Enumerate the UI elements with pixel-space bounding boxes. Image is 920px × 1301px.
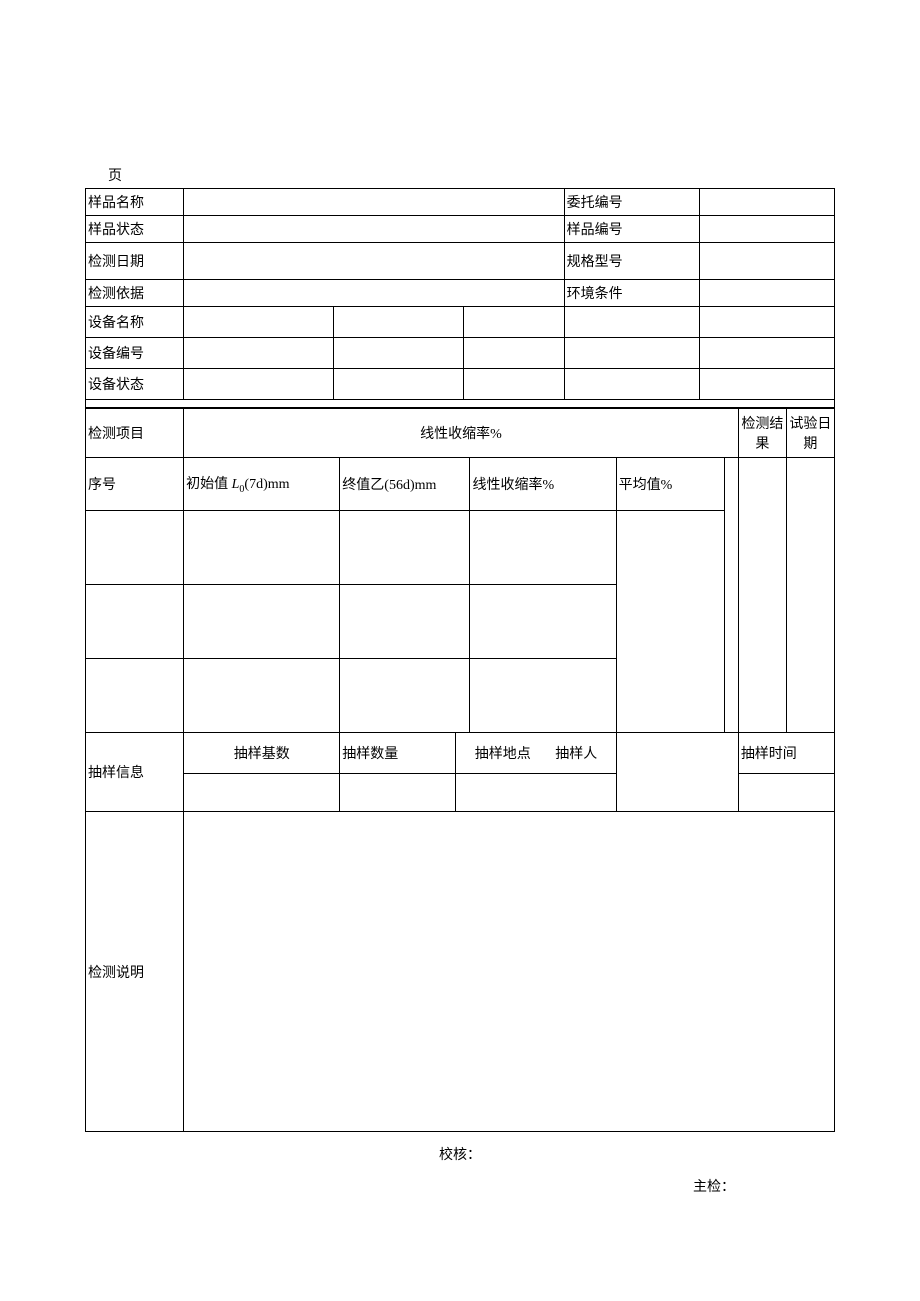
blank-col-c [786,458,834,733]
equip-name-v4 [564,307,699,338]
data-rate-3 [470,659,616,733]
equip-status-v1 [184,369,334,400]
data-init-3 [184,659,340,733]
equip-status-label: 设备状态 [86,369,184,400]
sampling-info-label: 抽样信息 [86,733,184,812]
initial-suffix: (7d)mm [244,477,289,492]
spacer-row [86,400,835,408]
equip-no-v3 [464,338,564,369]
test-item-label: 检测项目 [86,409,184,458]
notes-label: 检测说明 [86,812,184,1132]
linear-shrinkage-title: 线性收缩率% [184,409,739,458]
equip-no-v2 [334,338,464,369]
equip-no-label: 设备编号 [86,338,184,369]
footer: 校核： 主检： [85,1144,835,1196]
page-label: 页 [108,165,835,185]
table-row: 设备编号 [86,338,835,369]
data-rate-2 [470,585,616,659]
test-date-label: 检测日期 [86,243,184,280]
initial-prefix: 初始值 [186,477,232,492]
test-date2-label: 试验日期 [786,409,834,458]
data-rate-1 [470,511,616,585]
sample-no-label: 样品编号 [564,216,699,243]
entrust-no-label: 委托编号 [564,189,699,216]
footer-check: 校核： [85,1144,835,1164]
initial-value-label: 初始值 L0(7d)mm [184,458,340,511]
sampling-qty-label: 抽样数量 [340,733,456,774]
table-row: 检测依据 环境条件 [86,280,835,307]
spec-model-label: 规格型号 [564,243,699,280]
test-basis-label: 检测依据 [86,280,184,307]
data-final-2 [340,585,470,659]
entrust-no-value [699,189,834,216]
equip-name-v3 [464,307,564,338]
test-table: 检测项目 线性收缩率% 检测结果 试验日期 序号 初始值 L0(7d)mm 终值… [85,408,835,1132]
equip-status-v2 [334,369,464,400]
data-seq-1 [86,511,184,585]
equip-no-v4 [564,338,699,369]
page-container: 页 样品名称 委托编号 样品状态 样品编号 检测日期 规格型号 检测依据 环境条… [0,0,920,1236]
table-row: 设备名称 [86,307,835,338]
data-final-1 [340,511,470,585]
test-result-label: 检测结果 [738,409,786,458]
sample-no-value [699,216,834,243]
sample-status-label: 样品状态 [86,216,184,243]
test-date-value [184,243,564,280]
equip-status-v3 [464,369,564,400]
equip-no-v5 [699,338,834,369]
equip-name-v1 [184,307,334,338]
table-row: 检测项目 线性收缩率% 检测结果 试验日期 [86,409,835,458]
sampling-blank [616,733,738,812]
sampling-base-value [184,774,340,812]
sampling-base-label: 抽样基数 [184,733,340,774]
blank-col-b [738,458,786,733]
equip-status-v5 [699,369,834,400]
data-avg [616,511,724,733]
footer-main: 主检： [85,1176,835,1196]
spacer [86,400,835,408]
equip-name-v5 [699,307,834,338]
table-row: 样品状态 样品编号 [86,216,835,243]
sample-status-value [184,216,564,243]
data-final-3 [340,659,470,733]
sampling-loc-value [456,774,616,812]
equip-no-v1 [184,338,334,369]
table-row [86,511,835,585]
sampling-qty-value [340,774,456,812]
sampling-location-label: 抽样地点 [475,747,531,762]
sampling-time-label: 抽样时间 [738,733,834,774]
spec-model-value [699,243,834,280]
sampling-person-label: 抽样人 [555,747,597,762]
table-row: 序号 初始值 L0(7d)mm 终值乙(56d)mm 线性收缩率% 平均值% [86,458,835,511]
table-row: 抽样信息 抽样基数 抽样数量 抽样地点 抽样人 抽样时间 [86,733,835,774]
equip-status-v4 [564,369,699,400]
final-value-label: 终值乙(56d)mm [340,458,470,511]
blank-col-a [724,458,738,733]
sampling-loc-person: 抽样地点 抽样人 [456,733,616,774]
header-table: 样品名称 委托编号 样品状态 样品编号 检测日期 规格型号 检测依据 环境条件 … [85,188,835,408]
sample-name-label: 样品名称 [86,189,184,216]
test-basis-value [184,280,564,307]
data-seq-3 [86,659,184,733]
sampling-time-value [738,774,834,812]
env-cond-value [699,280,834,307]
env-cond-label: 环境条件 [564,280,699,307]
data-init-2 [184,585,340,659]
equip-name-v2 [334,307,464,338]
linear-rate-label: 线性收缩率% [470,458,616,511]
table-row: 设备状态 [86,369,835,400]
sample-name-value [184,189,564,216]
table-row: 样品名称 委托编号 [86,189,835,216]
data-seq-2 [86,585,184,659]
avg-label: 平均值% [616,458,724,511]
notes-value [184,812,835,1132]
table-row: 检测说明 [86,812,835,1132]
equip-name-label: 设备名称 [86,307,184,338]
seq-label: 序号 [86,458,184,511]
table-row: 检测日期 规格型号 [86,243,835,280]
data-init-1 [184,511,340,585]
